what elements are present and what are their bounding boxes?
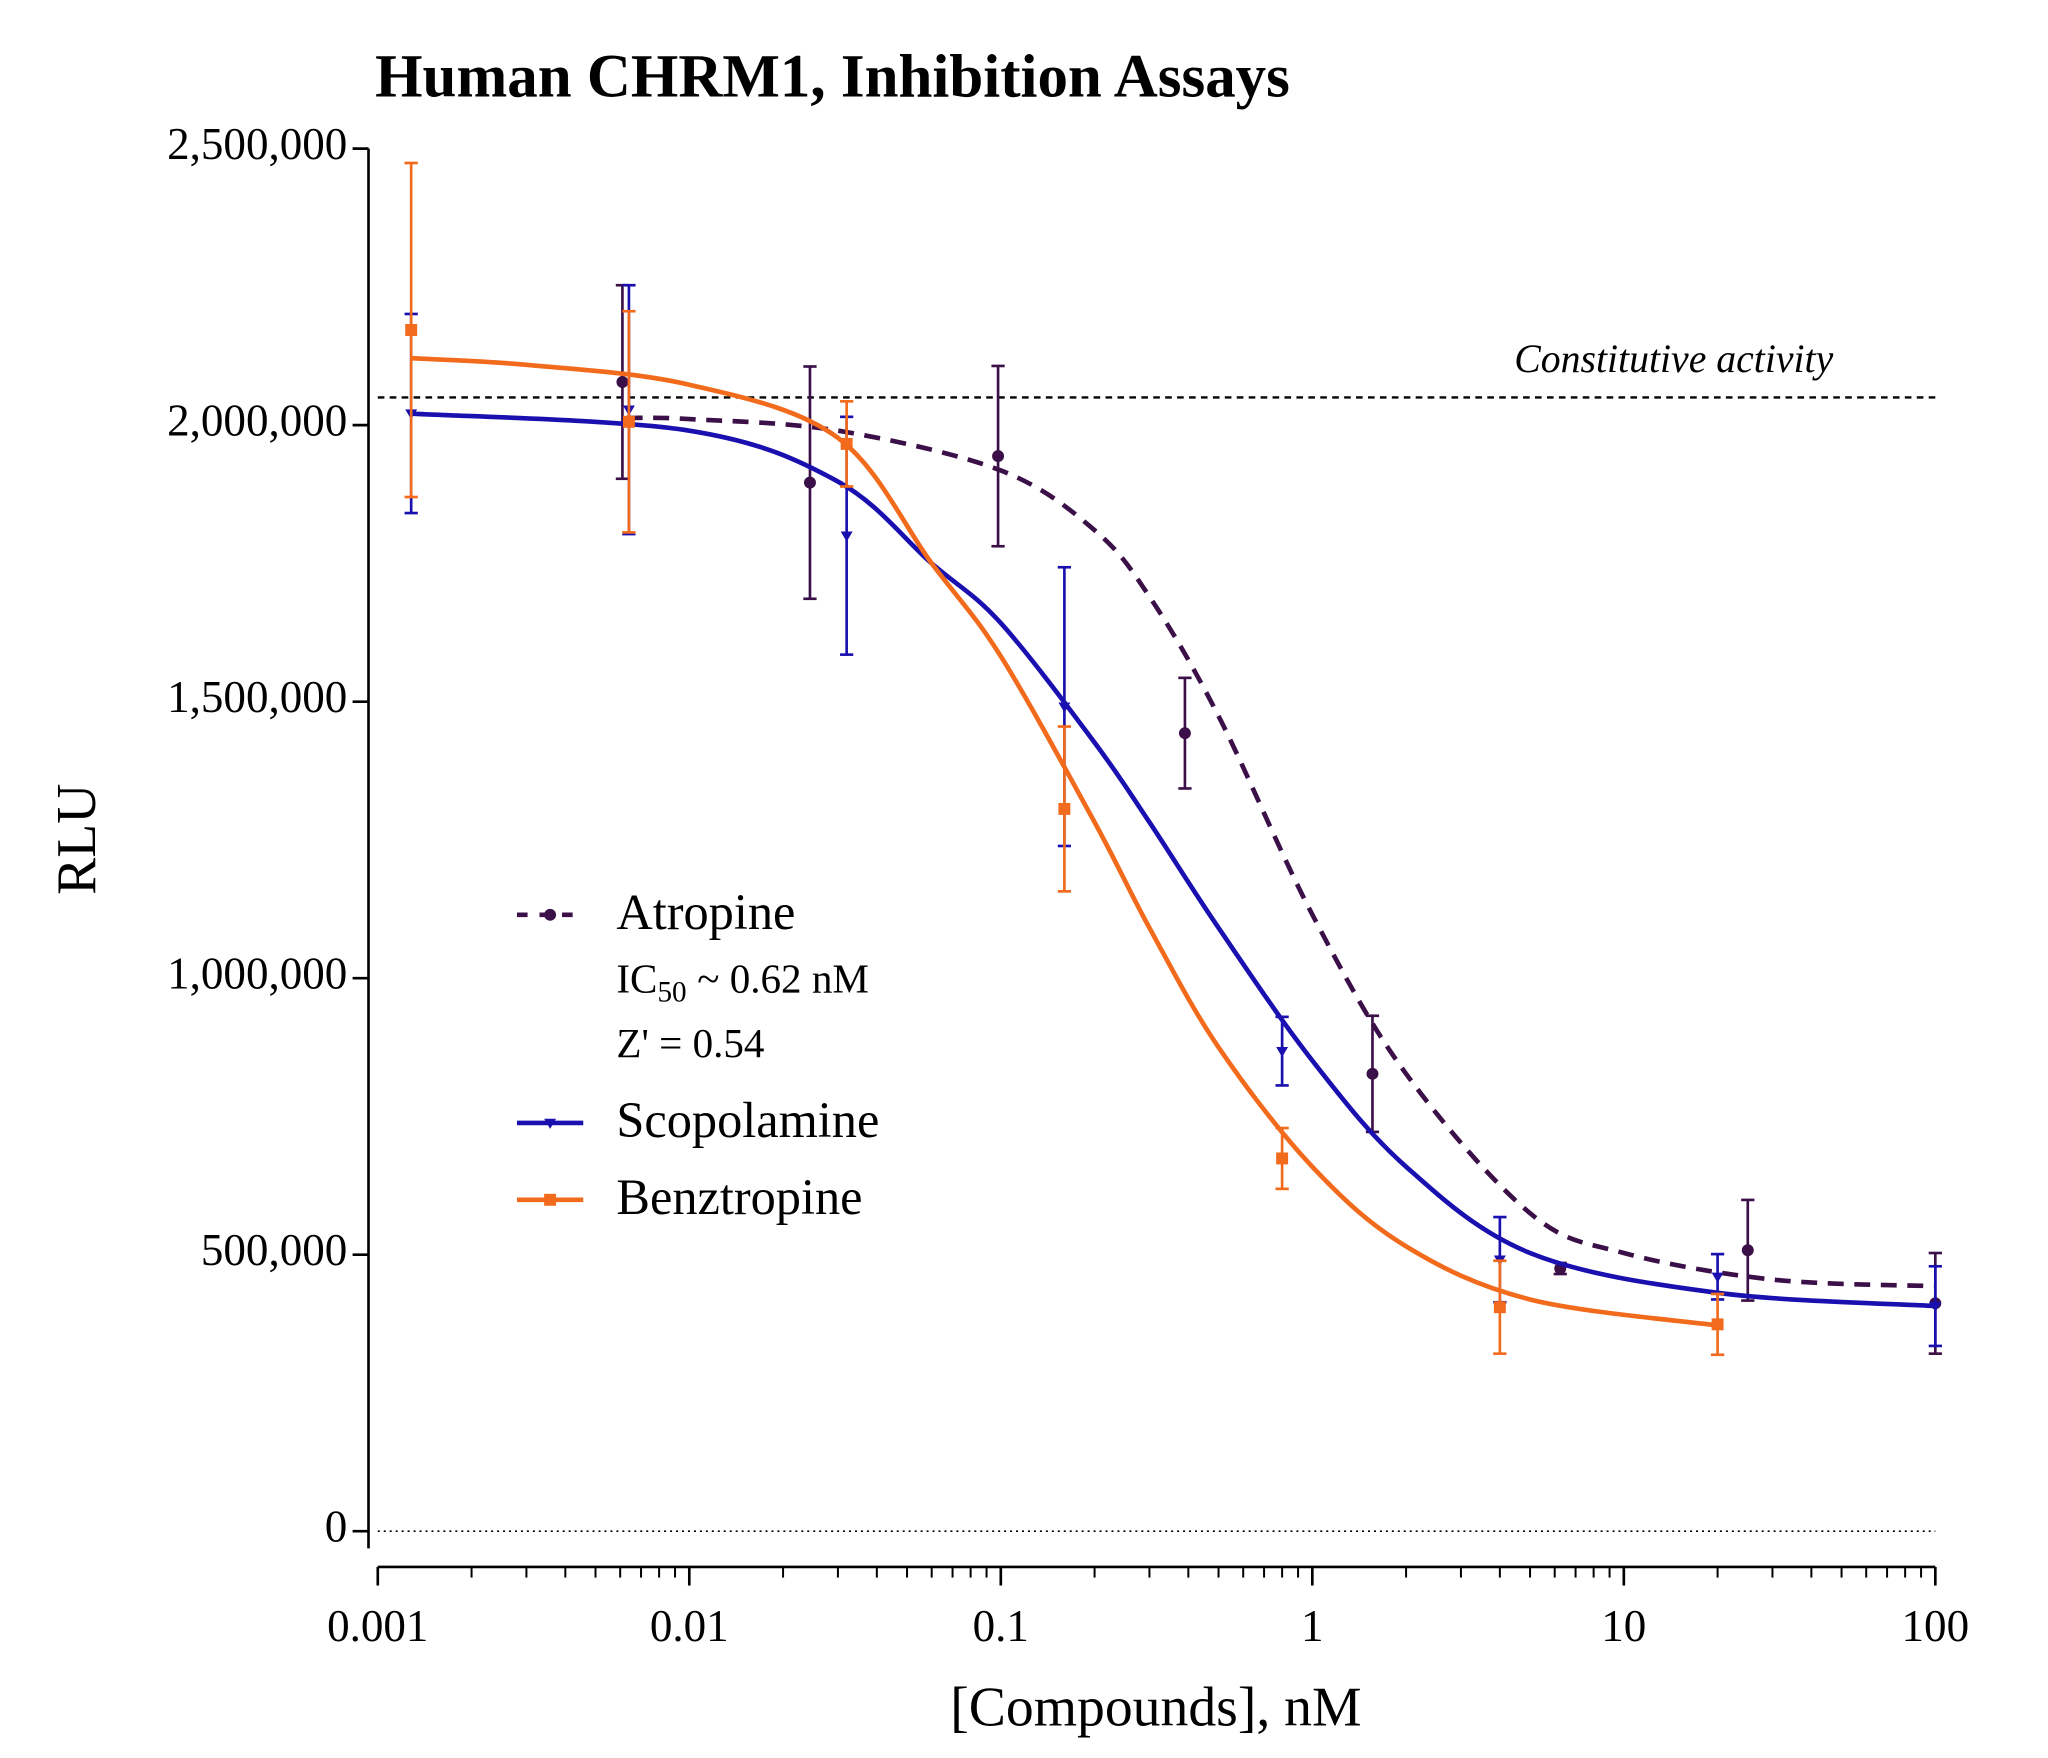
data-point [1366, 1067, 1379, 1080]
data-point [1711, 1318, 1724, 1331]
data-point [1058, 802, 1071, 815]
legend-note-part: IC [616, 956, 657, 1002]
y-tick-label: 1,500,000 [167, 672, 347, 722]
data-point [1711, 1272, 1724, 1283]
legend-marker [544, 1193, 557, 1206]
data-point [1178, 727, 1191, 740]
data-point [1929, 1301, 1942, 1313]
reference-label: Constitutive activity [1514, 337, 1833, 381]
data-point [1741, 1244, 1754, 1257]
legend-note: Z' = 0.54 [616, 1020, 764, 1066]
fit-curve [411, 355, 1718, 1328]
chart-title: Human CHRM1, Inhibition Assays [375, 43, 1290, 110]
legend-marker [544, 908, 557, 921]
fit-curve [411, 411, 1936, 1309]
y-tick-label: 2,000,000 [167, 395, 347, 445]
y-tick-label: 2,500,000 [167, 119, 347, 169]
legend-marker [544, 1118, 557, 1129]
x-tick-label: 0.001 [327, 1601, 428, 1651]
legend-label: Scopolamine [616, 1092, 879, 1148]
y-axis-label: RLU [46, 784, 108, 895]
data-point [992, 450, 1005, 463]
data-point [1493, 1301, 1506, 1314]
data-point [622, 415, 635, 428]
x-axis-label: [Compounds], nM [950, 1677, 1361, 1739]
legend-note: IC50 ~ 0.62 nM [616, 956, 869, 1008]
x-tick-label: 0.1 [973, 1601, 1029, 1651]
data-point [1058, 702, 1071, 713]
data-point [1276, 1046, 1289, 1058]
fit-curve [626, 415, 1936, 1289]
x-tick-label: 100 [1902, 1601, 1970, 1651]
data-point [804, 476, 816, 489]
legend-note-part: 50 [657, 976, 686, 1008]
data-point [1276, 1152, 1289, 1165]
y-tick-label: 0 [325, 1502, 348, 1552]
data-point [840, 437, 853, 450]
data-point [405, 324, 418, 336]
x-tick-label: 1 [1301, 1601, 1324, 1651]
x-tick-label: 0.01 [650, 1601, 729, 1651]
data-point [616, 376, 629, 388]
y-tick-label: 500,000 [201, 1225, 347, 1275]
legend-label: Benztropine [616, 1169, 862, 1225]
legend-note-part: ~ 0.62 nM [697, 956, 869, 1002]
data-point [840, 531, 853, 542]
x-tick-label: 10 [1601, 1601, 1646, 1651]
legend-label: Atropine [616, 884, 795, 940]
y-tick-label: 1,000,000 [167, 948, 347, 998]
